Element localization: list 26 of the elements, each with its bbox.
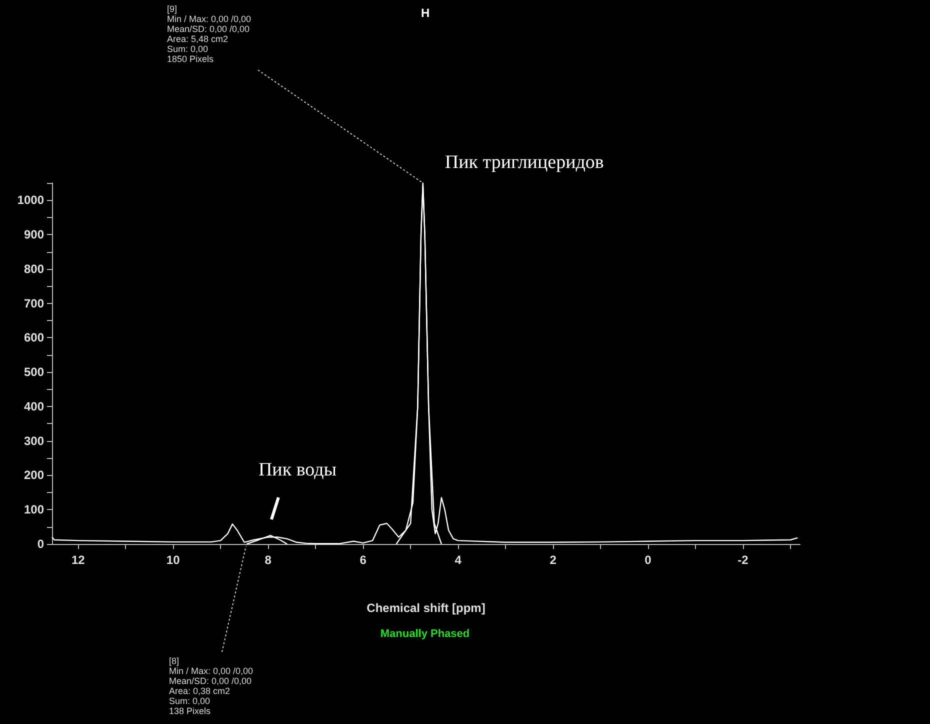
text: [8] Min / Max: 0,00 /0,00 Mean/SD: 0,00 /0,00 Area: 0,38 cm2 Sum: 0,00 138 Pixels <box>169 656 254 716</box>
y-tick-label: 400 <box>24 399 44 414</box>
x-tick-label: 4 <box>454 553 462 567</box>
y-tick-label: 700 <box>24 296 44 310</box>
y-tick-label: 200 <box>24 468 44 482</box>
x-tick-label: -2 <box>738 553 749 567</box>
y-tick-label: 500 <box>24 365 44 380</box>
y-tick-label: 900 <box>24 228 44 242</box>
y-tick-label: 300 <box>24 434 44 448</box>
y-tick-label: 1000 <box>17 193 44 208</box>
chart-title: H <box>421 6 430 20</box>
text: [9] Min / Max: 0,00 /0,00 Mean/SD: 0,00 /0,00 Area: 5,48 cm2 Sum: 0,00 1850 Pixels <box>167 4 252 64</box>
x-tick-label: 8 <box>264 553 272 567</box>
x-tick-label: 12 <box>71 553 86 567</box>
text: Manually Phased <box>380 628 470 640</box>
x-tick-label: 10 <box>166 553 180 567</box>
y-tick-label: 0 <box>37 537 44 551</box>
annotation: Пик воды <box>258 459 337 480</box>
y-tick-label: 600 <box>24 330 44 345</box>
x-tick-label: 0 <box>644 553 652 567</box>
x-axis-title: Chemical shift [ppm] <box>366 601 486 615</box>
x-tick-label: 6 <box>360 553 367 567</box>
x-tick-label: 2 <box>550 553 557 567</box>
y-tick-label: 800 <box>24 262 44 276</box>
y-tick-label: 100 <box>24 502 44 517</box>
annotation: Пик триглицеридов <box>444 152 604 173</box>
